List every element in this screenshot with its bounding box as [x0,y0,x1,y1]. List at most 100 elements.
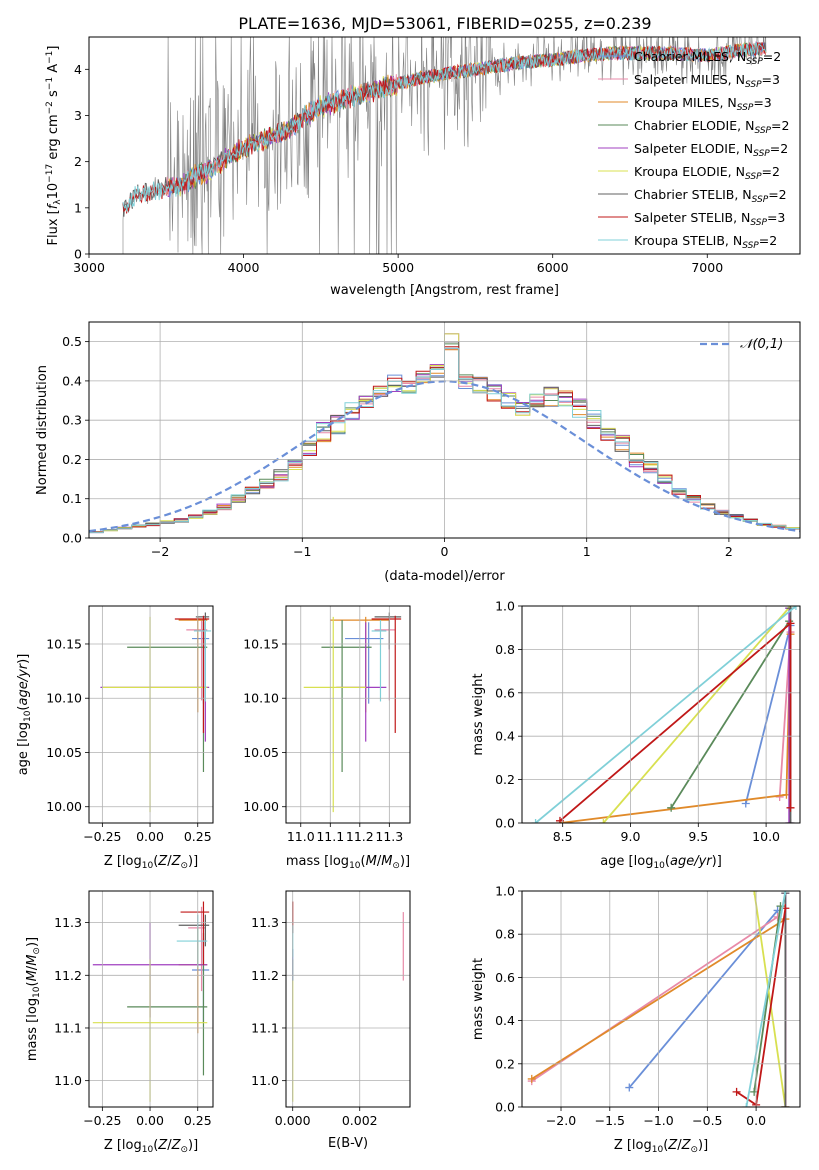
y-tick-label: 10.00 [243,799,279,814]
legend-entry: Kroupa MILES, NSSP=3 [634,95,772,113]
y-tick-label: 1.0 [495,599,515,614]
legend-entry: Chabrier ELODIE, NSSP=2 [634,118,789,136]
y-axis-label: mass weight [471,673,486,755]
legend-entry: Kroupa ELODIE, NSSP=2 [634,164,780,182]
y-tick-label: 0.2 [62,452,82,467]
x-tick-label: −1.0 [643,1113,673,1128]
y-axis-label: age [log10(age/yr)] [16,654,33,776]
y-tick-label: 11.1 [54,1020,82,1035]
weight-point [786,819,795,823]
x-tick-label: 9.0 [621,829,641,844]
axes-frame [88,36,801,255]
y-tick-label: 0.3 [62,413,82,428]
x-tick-label: 0.00 [136,1113,164,1128]
x-tick-label: 11.3 [375,829,403,844]
weight-point [741,799,750,808]
x-tick-label: 1 [583,544,591,559]
weight-point [599,819,608,823]
x-tick-label: 5000 [382,260,414,275]
axes-frame [88,890,214,1108]
weight-point [791,606,800,610]
y-tick-label: 0.8 [495,642,515,657]
y-tick-label: 11.3 [251,915,279,930]
weight-point [775,792,784,801]
axes-frame [521,605,801,824]
x-axis-label: Z [log10(Z/Z⊙)] [104,854,198,871]
x-tick-label: 11.2 [346,829,374,844]
y-tick-label: 10.05 [243,745,279,760]
weight-line [670,620,790,809]
weight-point [750,891,759,895]
axes-frame [285,890,411,1108]
x-axis-label: mass [log10(M/M⊙)] [286,854,410,871]
x-tick-label: 9.5 [688,829,708,844]
y-tick-label: 0.4 [62,373,82,388]
weight-point [781,891,790,895]
legend-entry: Chabrier MILES, NSSP=2 [634,49,781,67]
figure-title: PLATE=1636, MJD=53061, FIBERID=0255, z=0… [238,14,651,33]
x-tick-label: 0.25 [184,829,212,844]
weight-line [753,905,782,1093]
panel-mass-vs-EBV: 0.000 0.002 11.0 11.1 11.2 11.3 E(B-V) [251,890,411,1151]
weight-point [786,619,795,628]
y-tick-label: 0.4 [495,729,515,744]
y-tick-label: 0.5 [62,334,82,349]
x-axis-label: Z [log10(Z/Z⊙)] [104,1138,198,1155]
weight-line [602,606,792,823]
panel-mass-vs-Z: −0.25 0.00 0.25 11.0 11.1 11.2 11.3 Z [log10(Z/… [25,890,214,1155]
weight-point [785,819,794,823]
y-axis-label: mass [log10(M/M⊙)] [25,937,42,1061]
axes-frame [88,321,801,539]
x-tick-label: −2.0 [546,1113,576,1128]
x-axis-label: Z [log10(Z/Z⊙)] [614,1138,708,1155]
x-tick-label: −0.25 [83,829,121,844]
x-tick-label: 7000 [691,260,723,275]
x-tick-label: 0.25 [184,1113,212,1128]
weight-point [531,819,540,823]
axes-frame [285,605,411,824]
weight-point [781,1103,790,1107]
legend-entry: Chabrier STELIB, NSSP=2 [634,187,787,205]
y-tick-label: 11.3 [54,915,82,930]
y-tick-label: 10.10 [46,691,82,706]
chart-layer: 3000 4000 5000 6000 7000 0 1 2 3 4 wavelength [Ang… [16,36,801,1155]
weight-point [742,1103,751,1107]
y-tick-label: 10.10 [243,691,279,706]
y-tick-label: 0.0 [62,531,82,546]
y-tick-label: 3 [74,108,82,123]
model-line [122,42,767,212]
x-tick-label: 0.002 [342,1113,378,1128]
y-tick-label: 11.2 [54,968,82,983]
panel-spectrum: 3000 4000 5000 6000 7000 0 1 2 3 4 wavelength [Ang… [45,36,801,298]
axes-frame [88,605,214,824]
y-tick-label: 10.15 [243,636,279,651]
y-tick-label: 0 [74,247,82,262]
y-tick-label: 0.4 [495,1013,515,1028]
weight-point [667,803,676,812]
y-tick-label: 0.8 [495,927,515,942]
x-axis-label: wavelength [Angstrom, rest frame] [330,283,559,298]
y-tick-label: 0.2 [495,772,515,787]
x-tick-label: 11.0 [287,829,315,844]
weight-point [750,1087,759,1096]
x-tick-label: 4000 [228,260,260,275]
legend-entry: 𝒩(0,1) [740,337,783,352]
panel-residuals: −2 −1 0 1 2 0.0 0.1 0.2 0.3 0.4 0.5 (data-model)/er… [35,321,801,584]
plot-area-spectrum [122,37,767,254]
x-tick-label: 10.0 [752,829,780,844]
y-axis-label: mass weight [471,958,486,1040]
y-tick-label: 10.05 [46,745,82,760]
x-tick-label: −1.5 [595,1113,625,1128]
weight-line [535,606,797,823]
panel-weight-vs-age: 8.5 9.0 9.5 10.0 0.0 0.2 0.4 0.6 0.8 1.0 mass weig… [471,599,801,871]
y-tick-label: 0.2 [495,1056,515,1071]
weight-point [527,1074,536,1083]
y-tick-label: 0.0 [495,1100,515,1115]
weight-point [786,803,795,812]
axes-frame [521,890,801,1108]
y-tick-label: 2 [74,154,82,169]
weight-point [732,1087,741,1096]
y-tick-label: 4 [74,62,82,77]
y-tick-label: 11.0 [251,1073,279,1088]
weight-point [625,1083,634,1092]
